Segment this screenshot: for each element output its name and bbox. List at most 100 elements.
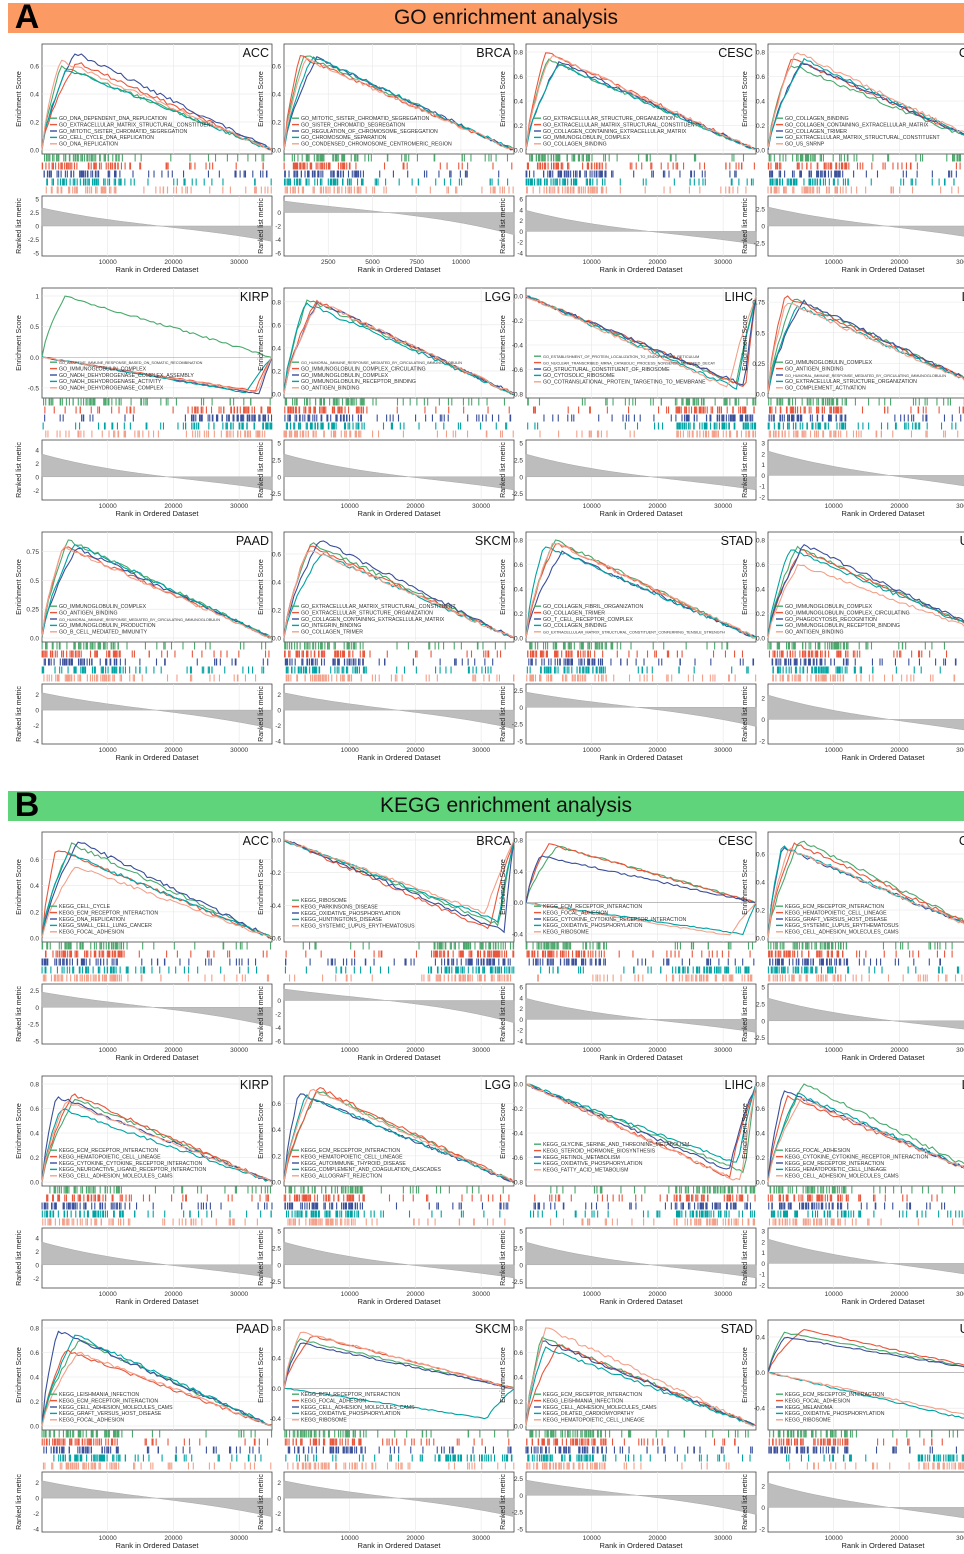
es-curve [525, 542, 757, 639]
ranked-y-axis-label: Ranked list metric [500, 198, 507, 254]
x-tick-label: 5000 [365, 259, 380, 266]
legend-entry: GO_IMMUNOGLOBULIN_PRODUCTION [59, 623, 156, 629]
x-tick-label: 10000 [99, 747, 117, 754]
legend-entry: GO_MITOTIC_SISTER_CHROMATID_SEGREGATION [301, 116, 430, 122]
es-y-axis-label: Enrichment Score [16, 71, 23, 127]
ranked-y-axis-label: Ranked list metric [258, 198, 265, 254]
es-curve [41, 850, 272, 939]
es-plot-frame [525, 287, 757, 399]
es-curve [525, 295, 757, 388]
es-curve [41, 545, 273, 639]
x-axis-label: Rank in Ordered Dataset [600, 509, 684, 518]
panel-title: UCEC [960, 534, 964, 548]
es-y-tick-label: 0.6 [30, 64, 39, 71]
panel-title: SKCM [475, 534, 511, 548]
es-curve [283, 302, 515, 395]
es-y-tick-label: 0.2 [272, 608, 281, 615]
legend-entry: GO_COLLAGEN_TRIMER [301, 630, 363, 636]
legend-entry: GO_EXTRACELLULAR_MATRIX_STRUCTURAL_CONST… [59, 122, 215, 128]
ranked-y-axis-label: Ranked list metric [500, 686, 507, 742]
ranked-y-axis-label: Ranked list metric [258, 686, 265, 742]
panel-title: LUSC [962, 290, 964, 304]
x-tick-label: 20000 [648, 259, 666, 266]
ranked-y-tick-label: -2 [275, 1012, 281, 1019]
gsea-panel-a-lihc: 0.0 -0.2 -0.4 -0.6 -0.8 GO_ESTABLISHMENT_OF_P… [500, 287, 757, 518]
es-y-tick-label: 0.4 [514, 99, 523, 106]
es-y-tick-label: 0.2 [514, 611, 523, 618]
es-curve [525, 855, 757, 904]
es-y-tick-label: 0.8 [756, 538, 765, 545]
gsea-panel-a-skcm: 0.0 0.2 0.4 0.6 GO_EXTRACELLULAR_MATRIX_STRU… [258, 531, 515, 762]
legend-entry: KEGG_DNA_REPLICATION [59, 917, 125, 923]
es-curve [41, 866, 273, 939]
legend-entry: GO_IMMUNOGLOBULIN_COMPLEX [543, 135, 631, 141]
legend-entry: GO_SISTER_CHROMATID_SEGREGATION [301, 122, 405, 128]
panel-title: COAD [959, 46, 964, 60]
x-tick-label: 20000 [890, 503, 908, 510]
ranked-y-tick-label: 1 [761, 462, 765, 469]
es-y-tick-label: 0.5 [756, 330, 765, 337]
ranked-y-tick-label: 4 [35, 447, 39, 454]
x-tick-label: 10000 [825, 747, 843, 754]
legend-entry: GO_CHROMOSOME_SEPARATION [301, 135, 387, 141]
x-tick-label: 20000 [648, 747, 666, 754]
es-y-tick-label: 0.8 [514, 838, 523, 845]
ranked-y-tick-label: 0 [761, 473, 765, 480]
legend-entry: GO_IMMUNOGLOBULIN_COMPLEX [785, 604, 873, 610]
legend-entry: GO_IMMUNOGLOBULIN_COMPLEX [59, 366, 147, 372]
x-tick-label: 20000 [890, 259, 908, 266]
ranked-y-axis-label: Ranked list metric [16, 686, 23, 742]
ranked-metric-area [283, 988, 515, 1024]
legend-entry: GO_COMPLEMENT_ACTIVATION [785, 386, 866, 392]
ranked-metric-area [41, 991, 273, 1027]
ranked-metric-area [283, 692, 515, 730]
x-tick-label: 10000 [583, 259, 601, 266]
x-axis-label: Rank in Ordered Dataset [116, 509, 200, 518]
es-y-tick-label: 0.6 [756, 74, 765, 81]
ranked-y-tick-label: -2.5 [28, 237, 40, 244]
es-y-axis-label: Enrichment Score [742, 315, 749, 371]
ranked-y-tick-label: 0 [761, 717, 765, 724]
x-tick-label: 30000 [230, 747, 248, 754]
es-y-tick-label: -0.2 [270, 870, 282, 877]
ranked-y-tick-label: -4 [275, 739, 281, 746]
es-y-tick-label: 0.2 [272, 368, 281, 375]
es-curve [767, 549, 964, 639]
es-curve [767, 57, 964, 149]
x-tick-label: 30000 [230, 259, 248, 266]
x-axis-label: Rank in Ordered Dataset [842, 509, 926, 518]
es-y-tick-label: 0.25 [752, 361, 765, 368]
es-curve [767, 302, 964, 394]
gsea-panel-a-acc: 0.0 0.2 0.4 0.6 GO_DNA_DEPENDENT_DNA_REPLICA… [16, 43, 273, 274]
legend-entry: GO_ESTABLISHMENT_OF_PROTEIN_LOCALIZATION… [543, 355, 699, 359]
ranked-y-tick-label: -1 [759, 484, 765, 491]
x-tick-label: 30000 [230, 1047, 248, 1054]
es-curve [41, 543, 273, 639]
legend-entry: GO_CONDENSED_CHROMOSOME_CENTROMERIC_REGI… [301, 142, 452, 148]
es-y-tick-label: 0.8 [756, 50, 765, 57]
es-plot-frame [41, 531, 273, 643]
es-y-tick-label: 0.0 [30, 636, 39, 643]
legend-entry: GO_HUMORAL_IMMUNE_RESPONSE_MEDIATED_BY_C… [301, 361, 462, 365]
ranked-metric-area [767, 694, 964, 731]
es-y-tick-label: -0.6 [512, 367, 524, 374]
ranked-metric-area [767, 206, 964, 237]
x-axis-label: Rank in Ordered Dataset [842, 265, 926, 274]
es-y-tick-label: 0.0 [514, 900, 523, 907]
ranked-y-tick-label: -4 [275, 1025, 281, 1032]
x-tick-label: 20000 [406, 503, 424, 510]
x-tick-label: 10000 [99, 259, 117, 266]
legend-entry: GO_US_SNRNP [785, 142, 825, 148]
ranked-y-tick-label: 2.5 [756, 207, 765, 214]
legend-entry: GO_REGULATION_OF_CHROMOSOME_SEGREGATION [301, 129, 438, 135]
es-y-tick-label: 0.0 [756, 636, 765, 643]
legend-entry: GO_ANTIGEN_BINDING [785, 366, 844, 372]
panel-title: LIHC [725, 290, 753, 304]
legend-entry: GO_B_CELL_MEDIATED_IMMUNITY [59, 630, 148, 636]
es-y-axis-label: Enrichment Score [16, 315, 23, 371]
x-tick-label: 30000 [956, 259, 964, 266]
panel-title: CESC [718, 46, 753, 60]
legend-entry: KEGG_CELL_CYCLE [59, 904, 111, 910]
ranked-y-tick-label: -4 [275, 237, 281, 244]
legend-entry: GO_IMMUNOGLOBULIN_COMPLEX_CIRCULATING [785, 610, 910, 616]
